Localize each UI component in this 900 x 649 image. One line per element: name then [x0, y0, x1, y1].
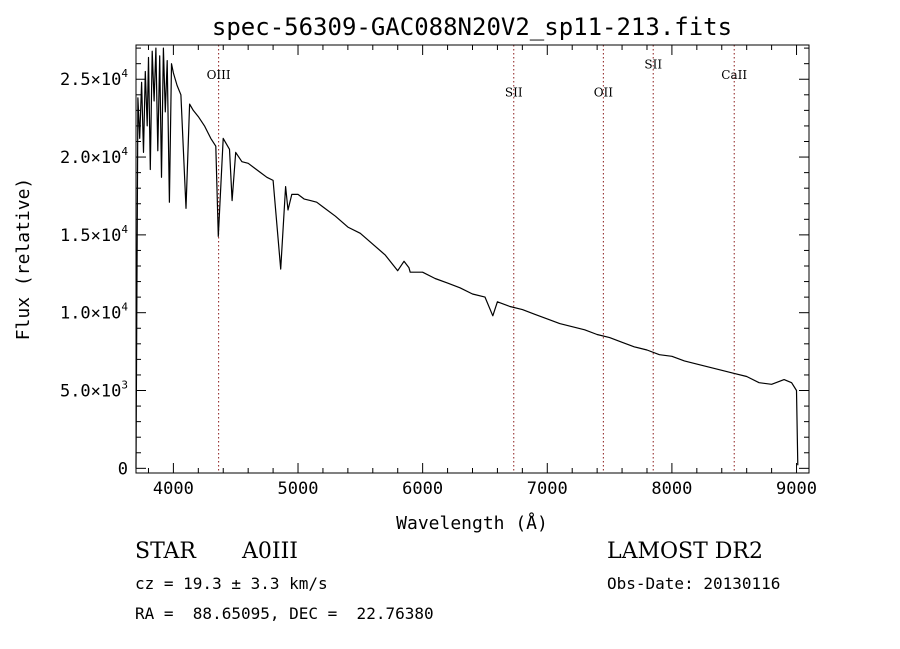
plot-content: OIII SII OII SII CaII [135, 45, 799, 473]
object-type: STAR [135, 539, 196, 564]
spectral-class: A0III [242, 539, 298, 564]
x-tick-label-4: 8000 [651, 479, 692, 499]
y-tick-label-0: 0 [118, 459, 128, 479]
coordinates: RA = 88.65095, DEC = 22.76380 [135, 604, 434, 623]
x-tick-label-5: 9000 [776, 479, 817, 499]
line-marker-label-0: OIII [207, 68, 231, 82]
y-tick-label-1: 5.0×103 [60, 379, 128, 402]
line-marker-label-3: SII [644, 57, 662, 71]
survey-name: LAMOST DR2 [607, 539, 763, 564]
y-axis: 0 5.0×103 1.0×104 1.5×104 2.0×104 2.5×104 [60, 47, 809, 479]
x-tick-label-2: 6000 [402, 479, 443, 499]
plot-frame [135, 44, 810, 474]
obs-date: Obs-Date: 20130116 [607, 574, 781, 593]
x-axis: 4000 5000 6000 7000 8000 9000 [147, 45, 817, 499]
line-marker-label-4: CaII [721, 68, 747, 82]
spectrum-series-line-0 [135, 47, 799, 469]
x-tick-label-0: 4000 [153, 479, 194, 499]
x-tick-label-3: 7000 [527, 479, 568, 499]
x-tick-label-1: 5000 [278, 479, 319, 499]
y-tick-label-5: 2.5×104 [60, 67, 128, 90]
y-tick-label-4: 2.0×104 [60, 145, 128, 168]
chart-title: spec-56309-GAC088N20V2_sp11-213.fits [212, 13, 732, 41]
line-marker-label-2: OII [594, 85, 614, 99]
x-axis-label: Wavelength (Å) [396, 512, 548, 534]
y-tick-label-2: 1.0×104 [60, 301, 128, 324]
redshift-info: cz = 19.3 ± 3.3 km/s [135, 574, 328, 593]
y-axis-label: Flux (relative) [13, 178, 34, 341]
y-tick-label-3: 1.5×104 [60, 223, 128, 246]
line-marker-label-1: SII [505, 85, 523, 99]
